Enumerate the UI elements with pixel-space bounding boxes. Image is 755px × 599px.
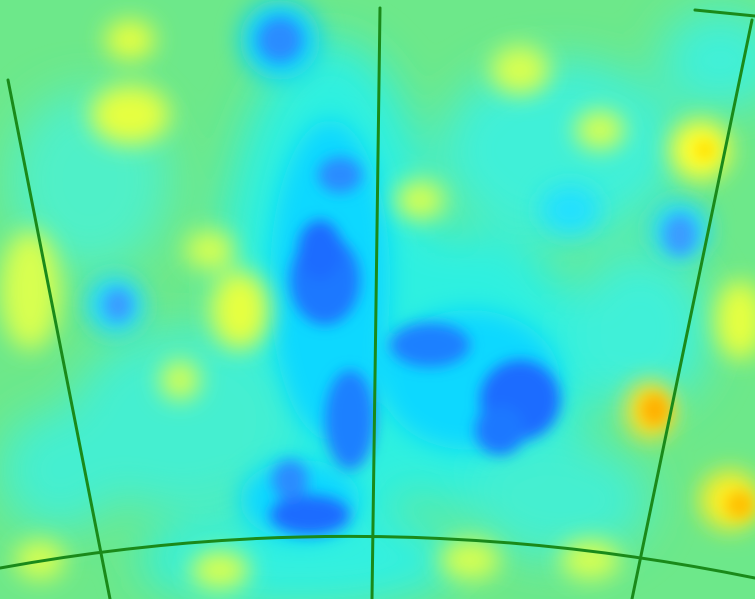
graticule-parallel-top-right xyxy=(693,8,755,18)
graticule-meridian-right xyxy=(630,18,754,599)
orange-hot-spots xyxy=(641,140,754,519)
graticule-meridian-left xyxy=(6,78,112,599)
graticule-meridian-center xyxy=(370,6,382,599)
graticule xyxy=(0,6,755,599)
graticule-parallel-bottom xyxy=(0,534,755,580)
blue-cold-spots xyxy=(104,18,696,535)
yellow-warm-patches xyxy=(0,20,755,590)
